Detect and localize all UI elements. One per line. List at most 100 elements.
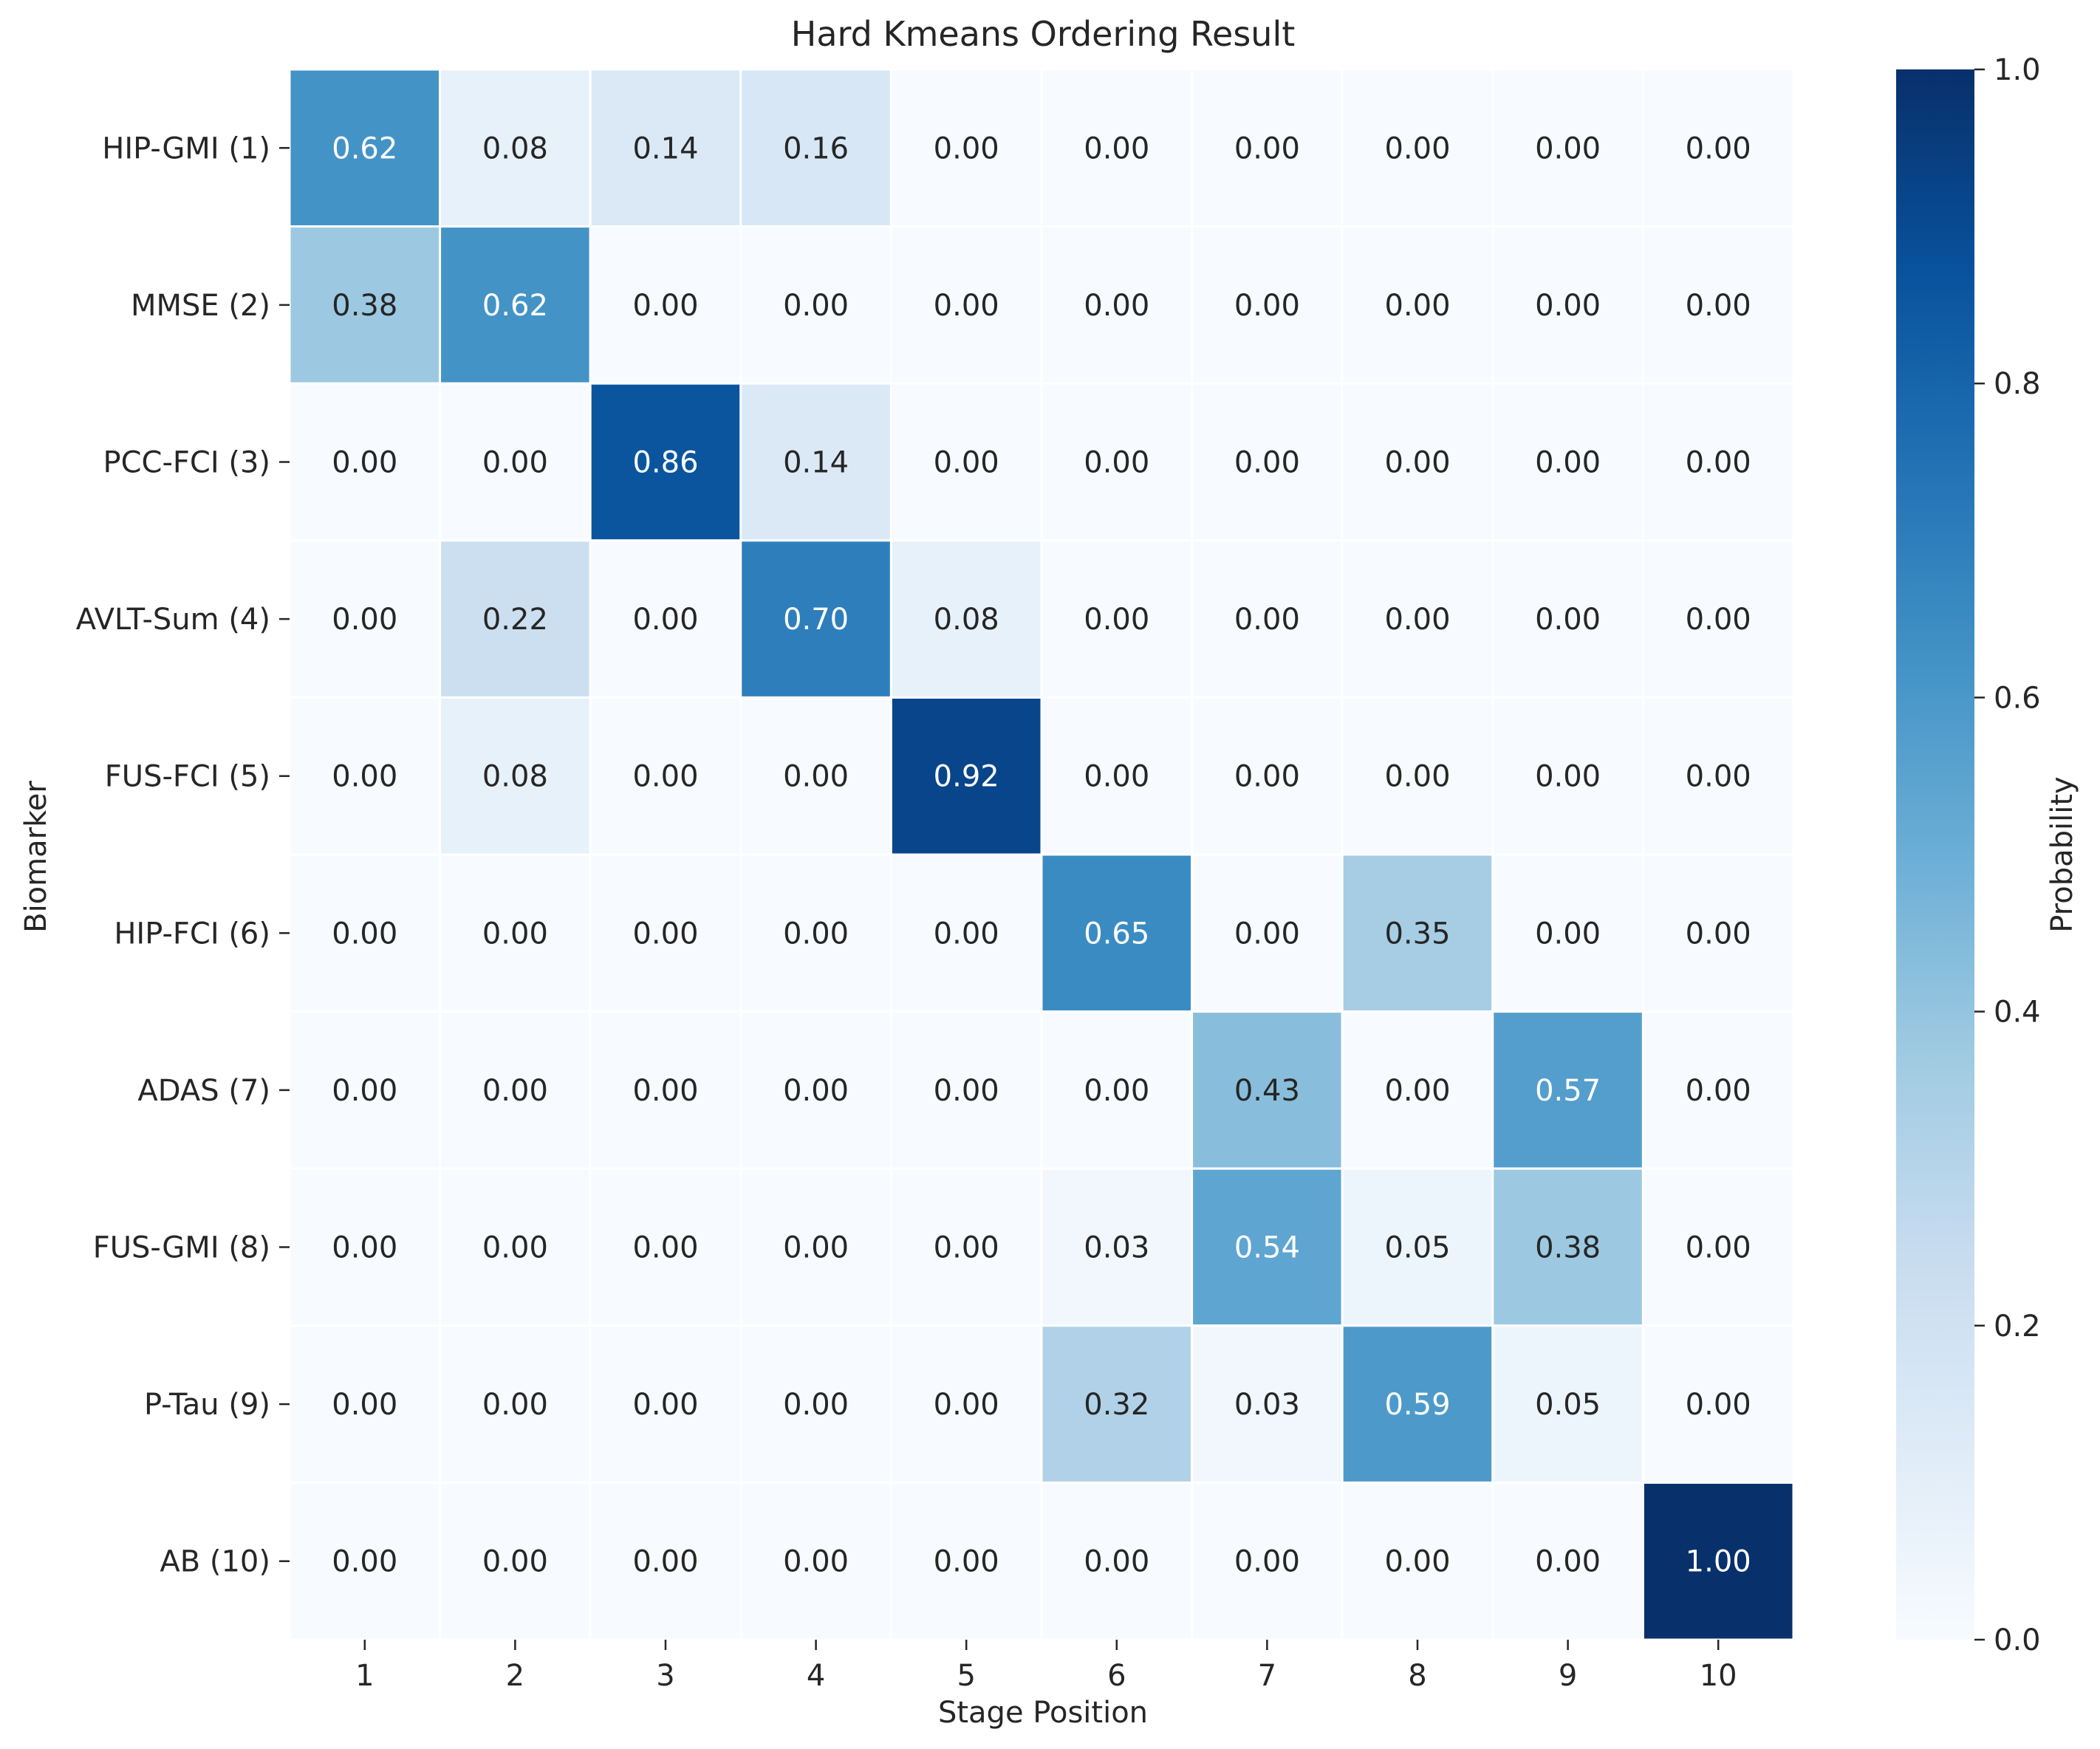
- cell-value-label: 0.00: [1535, 446, 1601, 480]
- y-tick-label: HIP-FCI (6): [114, 917, 270, 951]
- cell-value-label: 0.00: [332, 1545, 397, 1579]
- cell-value-label: 0.05: [1384, 1231, 1450, 1265]
- x-tick-label: 6: [1107, 1659, 1126, 1693]
- cell-value-label: 0.00: [1084, 289, 1149, 323]
- x-tick-label: 2: [506, 1659, 524, 1693]
- x-tick-label: 10: [1700, 1659, 1737, 1693]
- cell-value-label: 0.05: [1535, 1388, 1601, 1422]
- cell-value-label: 0.35: [1384, 917, 1450, 951]
- colorbar-label: Probability: [2045, 776, 2079, 932]
- heatmap-cell: [1040, 1010, 1194, 1170]
- cell-value-label: 0.00: [332, 1388, 397, 1422]
- heatmap-cell: [739, 1481, 892, 1641]
- cell-value-label: 0.00: [783, 917, 849, 951]
- cell-value-label: 0.00: [332, 603, 397, 637]
- cell-value-label: 0.00: [632, 1388, 698, 1422]
- colorbar-tick-label: 0.6: [1994, 681, 2041, 715]
- cell-value-label: 0.00: [1384, 289, 1450, 323]
- heatmap-cell: [1341, 696, 1494, 856]
- cell-value-label: 0.00: [783, 1388, 849, 1422]
- heatmap-cell: [1491, 1481, 1644, 1641]
- cell-value-label: 0.00: [1686, 603, 1751, 637]
- x-tick-label: 1: [355, 1659, 374, 1693]
- y-tick-label: FUS-GMI (8): [93, 1231, 270, 1265]
- cell-value-label: 0.00: [482, 1388, 548, 1422]
- cell-value-label: 0.00: [1084, 446, 1149, 480]
- cell-value-label: 0.38: [332, 289, 397, 323]
- heatmap-cell: [1341, 1167, 1494, 1327]
- cell-value-label: 0.00: [1234, 289, 1300, 323]
- y-tick-label: PCC-FCI (3): [103, 446, 270, 480]
- y-axis-label: Biomarker: [19, 781, 53, 933]
- cell-value-label: 0.03: [1234, 1388, 1300, 1422]
- heatmap-cell: [1491, 853, 1644, 1013]
- y-axis: HIP-GMI (1) MMSE (2) PCC-FCI (3) AVLT-Sum (…: [76, 131, 290, 1579]
- cell-value-label: 0.00: [1535, 917, 1601, 951]
- cell-value-label: 0.22: [482, 603, 548, 637]
- heatmap-cell: [1491, 1167, 1644, 1327]
- cell-value-label: 0.00: [632, 1231, 698, 1265]
- heatmap-cell: [1341, 382, 1494, 542]
- cell-value-label: 0.70: [783, 603, 849, 637]
- heatmap-cell: [288, 382, 442, 542]
- x-axis-label: Stage Position: [938, 1696, 1148, 1730]
- cell-value-label: 0.32: [1084, 1388, 1149, 1422]
- heatmap-cell: [1641, 68, 1795, 228]
- heatmap-cell: [739, 1324, 892, 1484]
- cell-value-label: 0.86: [632, 446, 698, 480]
- cell-value-label: 1.00: [1686, 1545, 1751, 1579]
- x-tick-label: 3: [656, 1659, 674, 1693]
- heatmap-cell: [1491, 225, 1644, 385]
- cell-value-label: 0.14: [783, 446, 849, 480]
- cell-value-label: 0.00: [934, 289, 999, 323]
- heatmap-cell: [1040, 539, 1194, 699]
- heatmap-cell: [288, 853, 442, 1013]
- cell-value-label: 0.00: [934, 446, 999, 480]
- cell-value-label: 0.00: [1384, 603, 1450, 637]
- cell-value-label: 0.00: [1084, 1545, 1149, 1579]
- cell-value-label: 0.00: [482, 1231, 548, 1265]
- cell-value-label: 0.00: [1084, 760, 1149, 794]
- cell-value-label: 0.08: [482, 760, 548, 794]
- heatmap-cell: [1641, 382, 1795, 542]
- x-tick-label: 5: [957, 1659, 975, 1693]
- cell-value-label: 0.00: [1234, 131, 1300, 165]
- heatmap-cell: [1491, 1010, 1644, 1170]
- heatmap-cell: [288, 68, 442, 228]
- cell-value-label: 0.43: [1234, 1074, 1300, 1108]
- cell-value-label: 0.00: [783, 1545, 849, 1579]
- cell-value-label: 0.00: [632, 289, 698, 323]
- heatmap-cell: [439, 225, 592, 385]
- y-tick-label: ADAS (7): [137, 1074, 270, 1108]
- y-tick-label: AVLT-Sum (4): [76, 603, 270, 637]
- heatmap-cell: [1191, 539, 1344, 699]
- heatmap-cell: [889, 1167, 1043, 1327]
- cell-value-label: 0.62: [482, 289, 548, 323]
- y-tick-label: P-Tau (9): [144, 1388, 270, 1422]
- heatmap-cell: [439, 1167, 592, 1327]
- colorbar-ticks: 0.0 0.2 0.4 0.6 0.8 1.0: [1974, 53, 2041, 1657]
- heatmap-cell: [288, 1010, 442, 1170]
- heatmap-cell: [889, 696, 1043, 856]
- cell-value-label: 0.00: [1686, 1231, 1751, 1265]
- x-tick-label: 9: [1559, 1659, 1577, 1693]
- heatmap-cell: [1191, 225, 1344, 385]
- cell-value-label: 0.00: [934, 917, 999, 951]
- heatmap-cell: [739, 68, 892, 228]
- cell-value-label: 0.00: [332, 1074, 397, 1108]
- cell-value-label: 0.00: [1234, 446, 1300, 480]
- heatmap-cell: [1341, 539, 1494, 699]
- cell-value-label: 0.00: [1234, 603, 1300, 637]
- heatmap-cell: [1641, 1481, 1795, 1641]
- x-tick-label: 8: [1408, 1659, 1426, 1693]
- cell-value-label: 0.03: [1084, 1231, 1149, 1265]
- heatmap-cell: [1491, 1324, 1644, 1484]
- cell-value-label: 0.00: [934, 1545, 999, 1579]
- cell-value-label: 0.00: [1535, 603, 1601, 637]
- cell-value-label: 0.00: [1384, 446, 1450, 480]
- cell-value-label: 0.57: [1535, 1074, 1601, 1108]
- heatmap-cell: [1641, 1167, 1795, 1327]
- cell-value-label: 0.00: [482, 446, 548, 480]
- cell-value-label: 0.00: [332, 446, 397, 480]
- heatmap-cell: [439, 68, 592, 228]
